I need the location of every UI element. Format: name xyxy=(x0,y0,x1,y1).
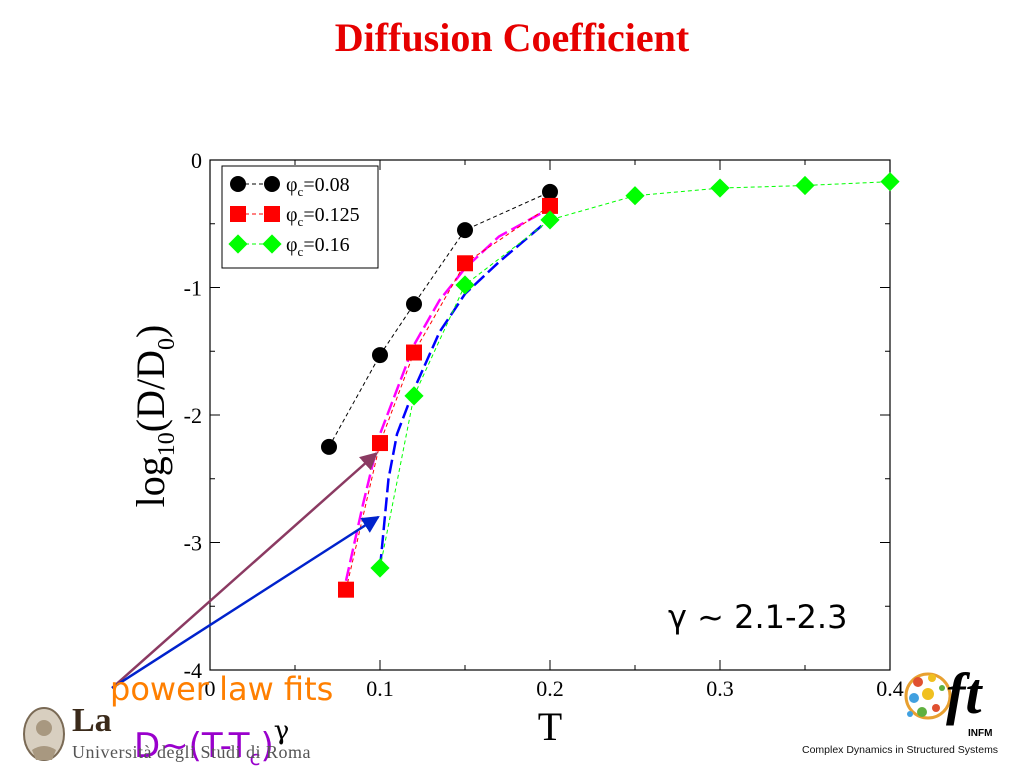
data-point xyxy=(795,175,815,196)
fit-formula-exponent: γ xyxy=(273,716,290,746)
legend-label: φc=0.16 xyxy=(286,234,350,259)
legend-label: φc=0.125 xyxy=(286,204,360,229)
series-circle xyxy=(321,183,558,455)
data-point xyxy=(264,206,280,222)
pointer-arrows xyxy=(111,452,380,690)
data-point xyxy=(457,255,473,272)
data-point xyxy=(625,186,645,206)
x-tick-label: 0.3 xyxy=(706,676,734,701)
fit-curve xyxy=(378,217,551,569)
pointer-arrow xyxy=(111,515,380,690)
data-point xyxy=(406,344,422,361)
series-line xyxy=(379,181,891,569)
data-point xyxy=(372,435,388,452)
logo-big-text: La xyxy=(72,702,112,739)
data-point xyxy=(406,296,422,313)
data-point xyxy=(404,386,424,406)
logo-mark-text: ft xyxy=(946,661,982,726)
fit-curve xyxy=(344,207,551,582)
legend-label: φc=0.08 xyxy=(286,174,350,199)
data-point xyxy=(542,183,558,200)
slide-title: Diffusion Coefficient xyxy=(334,15,690,60)
gamma-range-note: γ ~ 2.1-2.3 xyxy=(668,598,848,636)
data-point xyxy=(262,234,282,254)
data-point xyxy=(372,347,388,364)
y-tick-label: -2 xyxy=(184,403,202,428)
y-tick-label: 0 xyxy=(191,148,202,173)
y-tick-label: -3 xyxy=(184,531,202,556)
logo-sub-text: INFM xyxy=(968,728,993,739)
fit-formula-sub: c xyxy=(249,745,261,770)
x-tick-label: 0.4 xyxy=(876,676,904,701)
y-tick-label: -1 xyxy=(184,276,202,301)
x-tick-label: 0.1 xyxy=(366,676,394,701)
data-point xyxy=(230,206,246,222)
y-axis-title-text: log10(D/D0) xyxy=(128,325,180,508)
y-tick-label: -4 xyxy=(184,658,202,683)
data-point xyxy=(230,176,246,192)
fit-label: power law fits xyxy=(110,670,334,708)
data-series xyxy=(321,172,900,598)
fit-formula-lhs: D~(T-T xyxy=(134,726,250,766)
logo-small-text: Università degli Studi di Roma xyxy=(72,742,311,762)
fit-curves xyxy=(344,207,551,582)
data-point xyxy=(370,558,390,578)
fit-formula: D~(T-Tc)γ xyxy=(134,716,289,770)
data-point xyxy=(542,197,558,214)
crest-icon xyxy=(23,707,65,761)
data-point xyxy=(457,222,473,239)
x-tick-label: 0.2 xyxy=(536,676,564,701)
legend-box xyxy=(221,165,379,269)
data-point xyxy=(338,581,354,598)
y-axis-title: log10(D/D0) xyxy=(128,325,180,508)
data-point xyxy=(228,234,248,254)
data-point xyxy=(710,178,730,198)
sapienza-logo: La Università degli Studi di Roma xyxy=(16,702,356,768)
data-point xyxy=(264,176,280,192)
dots-icon xyxy=(904,672,952,720)
data-point xyxy=(321,438,337,455)
x-tick-label: 0 xyxy=(205,676,216,701)
data-point xyxy=(880,172,900,192)
axis-ticks: 0-1-2-3-40 0.1 0.2 0.3 0.4 xyxy=(184,148,904,701)
series-line xyxy=(328,191,551,448)
series-square xyxy=(338,197,558,598)
data-point xyxy=(455,275,475,295)
x-axis-title: T xyxy=(538,704,562,749)
series-diamond xyxy=(370,172,900,578)
infm-logo: ft INFM Complex Dynamics in Structured S… xyxy=(796,658,1016,766)
logo-tagline: Complex Dynamics in Structured Systems xyxy=(802,744,999,756)
fit-formula-rhs: ) xyxy=(260,726,274,766)
legend: φc=0.08 φc=0.125 φc=0.16 xyxy=(221,165,379,269)
pointer-arrow xyxy=(111,452,378,689)
data-point xyxy=(540,210,560,230)
